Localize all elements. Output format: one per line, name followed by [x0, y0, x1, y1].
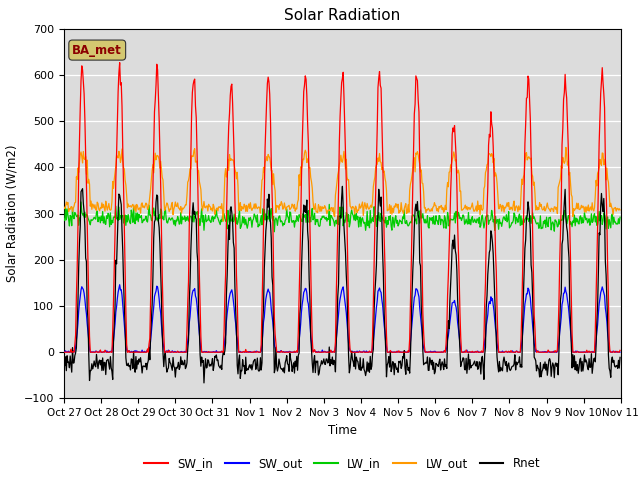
- LW_out: [427, 208, 435, 214]
- Rnet: [339, 183, 346, 189]
- LW_in: [616, 215, 624, 220]
- SW_in: [616, 348, 624, 353]
- LW_in: [412, 218, 419, 224]
- SW_out: [412, 292, 419, 298]
- LW_out: [184, 179, 191, 185]
- Rnet: [60, 361, 68, 367]
- SW_out: [71, 348, 79, 353]
- SW_out: [116, 282, 124, 288]
- SW_in: [185, 278, 193, 284]
- SW_in: [214, 349, 221, 355]
- Legend: SW_in, SW_out, LW_in, LW_out, Rnet: SW_in, SW_out, LW_in, LW_out, Rnet: [140, 452, 545, 475]
- Rnet: [412, 207, 419, 213]
- Line: SW_out: SW_out: [64, 285, 620, 352]
- LW_in: [214, 215, 221, 221]
- LW_out: [410, 155, 418, 161]
- Rnet: [428, 362, 435, 368]
- LW_out: [220, 218, 227, 224]
- Y-axis label: Solar Radiation (W/m2): Solar Radiation (W/m2): [5, 145, 19, 282]
- SW_in: [116, 60, 124, 65]
- LW_in: [77, 199, 85, 205]
- LW_in: [428, 217, 435, 223]
- LW_out: [127, 204, 135, 210]
- SW_out: [60, 349, 68, 355]
- SW_out: [616, 349, 624, 355]
- Text: BA_met: BA_met: [72, 44, 122, 57]
- Line: SW_in: SW_in: [64, 62, 620, 352]
- SW_in: [410, 111, 418, 117]
- Rnet: [70, 360, 78, 366]
- SW_in: [60, 349, 68, 355]
- Rnet: [127, 356, 135, 362]
- SW_out: [428, 349, 435, 355]
- SW_in: [427, 349, 435, 355]
- Rnet: [184, 346, 191, 352]
- Line: LW_in: LW_in: [64, 202, 620, 232]
- SW_in: [70, 349, 78, 355]
- LW_out: [562, 144, 570, 150]
- LW_in: [70, 216, 78, 222]
- SW_out: [215, 349, 223, 355]
- X-axis label: Time: Time: [328, 424, 357, 437]
- SW_in: [128, 349, 136, 355]
- LW_in: [185, 216, 193, 222]
- Rnet: [616, 355, 624, 360]
- SW_out: [186, 320, 193, 325]
- SW_out: [65, 349, 73, 355]
- Rnet: [200, 380, 208, 386]
- Line: LW_out: LW_out: [64, 147, 620, 221]
- LW_in: [128, 212, 136, 218]
- LW_out: [616, 207, 624, 213]
- LW_out: [60, 204, 68, 210]
- Line: Rnet: Rnet: [64, 186, 620, 383]
- SW_out: [129, 349, 137, 355]
- Title: Solar Radiation: Solar Radiation: [284, 9, 401, 24]
- LW_in: [60, 216, 68, 222]
- LW_out: [70, 204, 78, 209]
- LW_in: [271, 229, 278, 235]
- Rnet: [214, 357, 221, 363]
- LW_out: [213, 205, 221, 211]
